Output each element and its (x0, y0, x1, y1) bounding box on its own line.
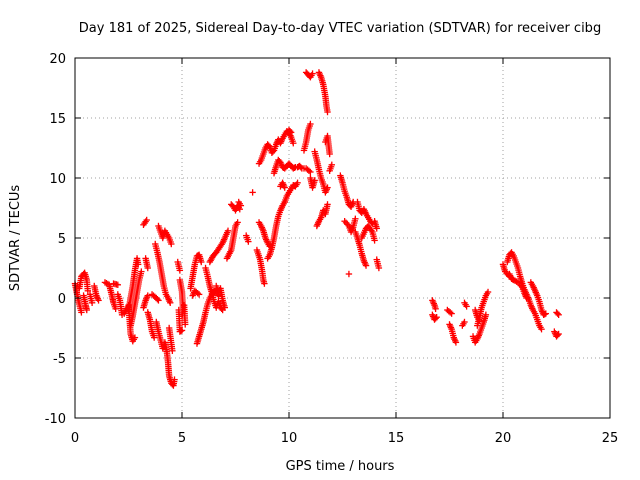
data-point (237, 202, 245, 209)
data-point (432, 315, 439, 322)
y-tick-label: 0 (58, 292, 66, 307)
data-point (131, 334, 139, 341)
data-point (448, 310, 455, 317)
data-point (95, 297, 102, 304)
data-point (463, 303, 470, 310)
y-tick-label: -5 (53, 352, 66, 367)
data-point (83, 306, 90, 314)
data-point (245, 238, 252, 245)
data-point (281, 184, 288, 191)
data-point (114, 281, 121, 288)
chart-title: Day 181 of 2025, Sidereal Day-to-day VTE… (79, 21, 601, 36)
data-point (555, 311, 562, 318)
data-point (371, 237, 378, 244)
data-point (375, 264, 383, 272)
data-point (307, 120, 314, 128)
data-point (542, 310, 549, 317)
x-axis-label: GPS time / hours (286, 459, 395, 474)
data-point (171, 376, 178, 383)
x-tick-label: 10 (281, 431, 298, 446)
x-tick-label: 20 (495, 431, 512, 446)
data-point (195, 291, 203, 298)
data-point (352, 215, 359, 222)
data-point (328, 161, 335, 168)
data-point (143, 216, 150, 224)
x-tick-label: 25 (602, 431, 619, 446)
data-point (236, 206, 243, 213)
data-point (224, 227, 232, 234)
data-point (290, 140, 297, 147)
data-point (433, 314, 440, 321)
data-point (305, 167, 313, 174)
data-point (176, 267, 184, 274)
data-point (169, 347, 176, 354)
data-point (112, 305, 119, 312)
data-point (221, 304, 228, 311)
y-tick-label: 10 (49, 172, 66, 187)
y-tick-label: 15 (49, 112, 66, 127)
data-point (198, 258, 205, 266)
data-point (286, 128, 294, 135)
data-point (538, 326, 545, 333)
data-point (373, 225, 380, 232)
grid (75, 58, 610, 418)
data-point (461, 318, 468, 326)
data-point (84, 287, 92, 294)
x-tick-label: 0 (71, 431, 79, 446)
data-point (326, 150, 333, 158)
y-tick-label: 5 (58, 232, 66, 247)
data-point (234, 219, 241, 226)
data-point (324, 201, 331, 208)
data-point (432, 305, 439, 312)
x-axis-ticks: 0 5 10 15 20 25 (71, 58, 618, 446)
data-point (249, 189, 256, 196)
data-point (324, 184, 331, 191)
data-point (554, 332, 561, 339)
data-point (555, 330, 562, 338)
data-points (71, 69, 562, 389)
data-point (167, 299, 174, 306)
data-point (523, 294, 530, 302)
data-point (144, 264, 151, 272)
data-point (554, 310, 561, 317)
data-point (294, 179, 301, 186)
data-point (168, 240, 175, 248)
data-point (309, 70, 316, 77)
data-point (324, 108, 331, 116)
data-point (297, 164, 304, 171)
data-point (182, 321, 189, 328)
data-point (307, 168, 314, 176)
data-point (261, 280, 268, 287)
data-point (155, 297, 162, 304)
data-point (144, 292, 151, 299)
y-tick-label: -10 (45, 412, 66, 427)
y-axis-ticks: -10 -5 0 5 10 15 20 (45, 52, 610, 427)
data-point (194, 290, 201, 297)
data-point (447, 309, 454, 316)
data-point (150, 334, 158, 341)
data-point (88, 299, 96, 306)
data-point (178, 327, 186, 334)
x-tick-label: 15 (388, 431, 405, 446)
data-point (154, 296, 161, 303)
data-point (287, 129, 295, 136)
data-point (134, 261, 142, 268)
data-point (482, 311, 490, 318)
y-tick-label: 20 (49, 52, 66, 67)
data-point (452, 339, 460, 346)
data-point (345, 270, 353, 278)
data-point (362, 262, 370, 269)
data-point (138, 268, 145, 275)
data-point (311, 177, 318, 184)
x-tick-label: 5 (178, 431, 186, 446)
data-point (78, 309, 85, 316)
data-point (484, 288, 492, 296)
y-axis-label: SDTVAR / TECUs (8, 185, 23, 292)
